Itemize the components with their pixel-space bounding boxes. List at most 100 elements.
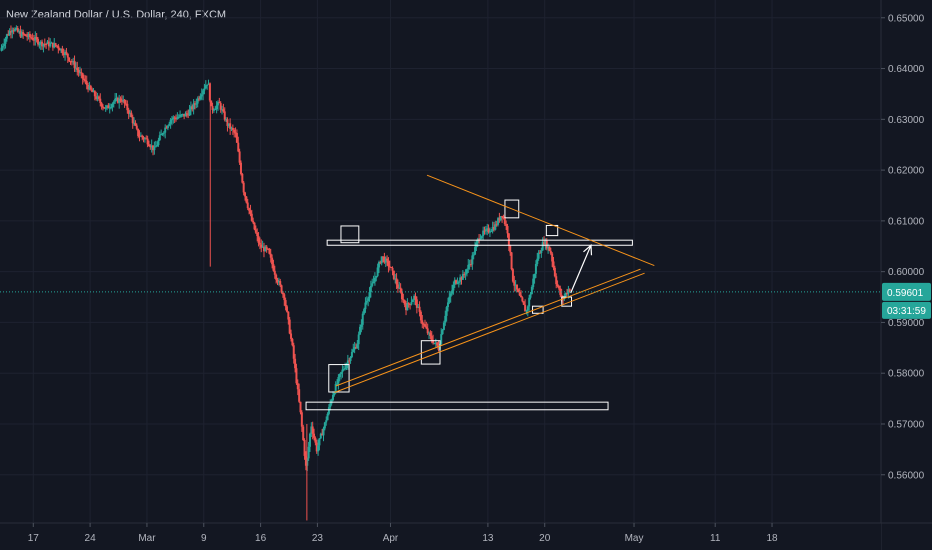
- candle: [509, 244, 512, 256]
- candle: [191, 104, 194, 112]
- candle-body: [133, 122, 136, 124]
- candle: [83, 74, 86, 83]
- candle: [326, 412, 329, 421]
- candle: [478, 234, 481, 244]
- candle-body: [468, 264, 471, 266]
- candle: [45, 43, 48, 49]
- candle: [367, 296, 370, 307]
- candle-body: [315, 442, 318, 452]
- candle-body: [537, 252, 540, 259]
- candle-body: [5, 34, 8, 39]
- candle-body: [41, 41, 44, 47]
- candle: [272, 259, 275, 272]
- candle-body: [58, 48, 61, 51]
- candle: [248, 207, 251, 215]
- candle: [193, 100, 196, 110]
- price-tick-label: 0.57000: [888, 419, 925, 430]
- candle-body: [166, 125, 169, 129]
- candle-body: [165, 127, 168, 129]
- candle: [55, 45, 58, 48]
- candle-body: [386, 258, 389, 261]
- candle-body: [145, 138, 148, 140]
- candle-body: [246, 202, 249, 209]
- candle: [528, 294, 531, 311]
- candle: [386, 255, 389, 266]
- candle: [5, 33, 8, 42]
- candle: [84, 75, 87, 85]
- candle: [538, 249, 541, 254]
- candle-body: [283, 294, 286, 301]
- candle-body: [459, 277, 462, 282]
- candle: [181, 113, 184, 117]
- candle: [256, 228, 259, 242]
- candle-body: [373, 277, 376, 282]
- candle-body: [31, 37, 34, 40]
- candle: [101, 104, 104, 111]
- candle: [202, 88, 205, 101]
- candle: [1, 43, 4, 51]
- candle: [131, 114, 134, 129]
- candle-body: [510, 252, 513, 270]
- grid: [0, 0, 880, 523]
- candle-body: [410, 301, 413, 305]
- candle-body: [407, 303, 410, 305]
- candle-body: [50, 42, 53, 44]
- candle: [537, 250, 540, 261]
- candle-body: [460, 277, 463, 280]
- candle-body: [338, 374, 341, 378]
- candle: [501, 215, 504, 223]
- candle-body: [399, 287, 402, 293]
- candle: [73, 55, 76, 72]
- candle: [342, 365, 345, 371]
- price-axis[interactable]: 0.65000 0.64000 0.63000 0.62000 0.61000 0.600…: [880, 0, 932, 550]
- candle: [461, 270, 464, 280]
- candle: [112, 100, 115, 108]
- candle: [222, 103, 225, 113]
- candle-body: [146, 138, 149, 145]
- candle-body: [446, 302, 449, 308]
- candle-body: [426, 328, 429, 334]
- candle-body: [154, 146, 157, 148]
- candle: [242, 180, 245, 196]
- candle-body: [380, 256, 383, 264]
- candle-body: [499, 216, 502, 221]
- candle-body: [37, 39, 40, 45]
- candle-body: [543, 242, 546, 245]
- candle-body: [507, 233, 510, 246]
- candle: [377, 260, 380, 274]
- candle: [139, 132, 142, 137]
- candle-body: [118, 98, 121, 103]
- candle-body: [418, 306, 421, 312]
- candle: [352, 343, 355, 353]
- candle-body: [237, 142, 240, 152]
- candle: [124, 99, 127, 106]
- candle-body: [383, 256, 386, 263]
- time-axis[interactable]: 17 24 Mar 9 16 23 Apr 13 20 May 11 18: [0, 522, 932, 550]
- candle-body: [0, 47, 3, 51]
- candle: [254, 225, 257, 234]
- candle: [185, 110, 188, 118]
- candle-body: [566, 292, 569, 294]
- annotations[interactable]: [305, 174, 655, 411]
- candle: [568, 288, 571, 293]
- candle: [76, 61, 79, 76]
- candle: [219, 101, 222, 113]
- candle-body: [517, 289, 520, 292]
- candle-body: [131, 116, 134, 124]
- candle-body: [390, 267, 393, 269]
- candle: [261, 240, 264, 248]
- candle-body: [434, 342, 437, 344]
- candle-body: [541, 242, 544, 251]
- candle-body: [193, 103, 196, 105]
- candle: [371, 278, 374, 288]
- candle: [467, 259, 470, 273]
- candle: [130, 110, 133, 118]
- candle-body: [414, 295, 417, 300]
- candle: [70, 58, 73, 66]
- candle: [526, 305, 529, 317]
- price-axis-bg: [881, 0, 932, 550]
- candle-body: [273, 270, 276, 275]
- candle-body: [528, 297, 531, 307]
- candle: [39, 40, 42, 50]
